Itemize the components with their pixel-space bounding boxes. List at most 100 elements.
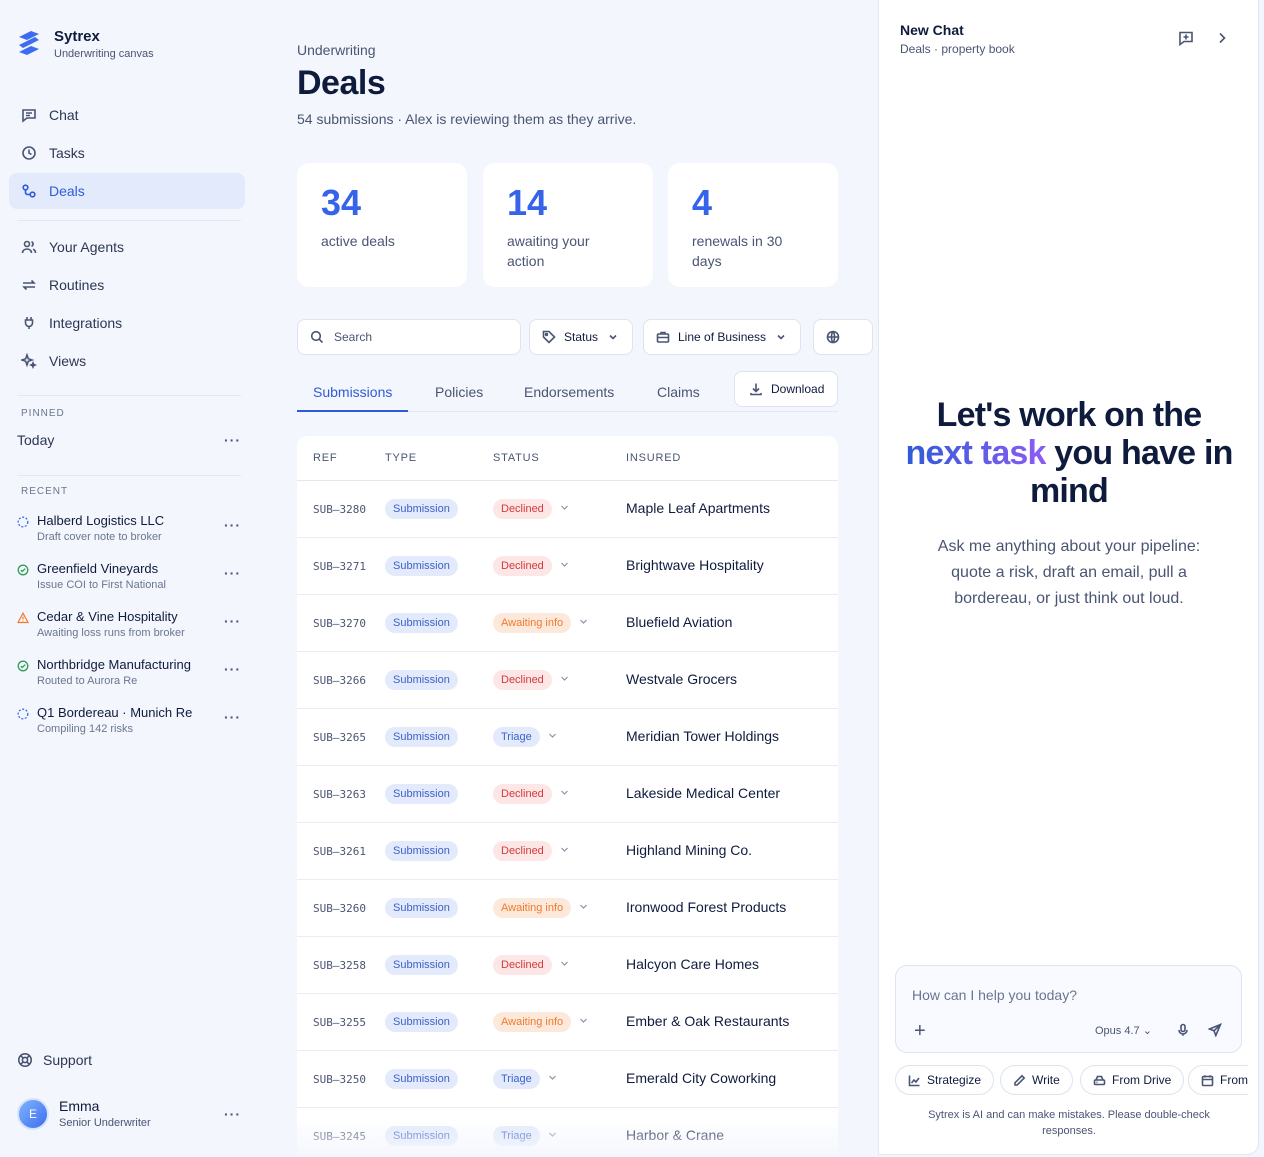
more-options-icon[interactable]: ··· bbox=[224, 613, 241, 629]
sidebar: Sytrex Underwriting canvas Chat Tasks De… bbox=[0, 0, 254, 1157]
chevron-down-icon[interactable] bbox=[560, 674, 569, 683]
sidebar-item-deals[interactable]: Deals bbox=[9, 173, 245, 209]
sidebar-item-tasks[interactable]: Tasks bbox=[9, 135, 245, 171]
cell-status: Triage bbox=[493, 1069, 626, 1089]
table-row[interactable]: SUB–3280 Submission Declined Maple Leaf Apa… bbox=[297, 481, 838, 538]
chevron-down-icon[interactable] bbox=[560, 959, 569, 968]
recent-item[interactable]: Greenfield Vineyards Issue COI to First N… bbox=[17, 561, 241, 594]
line-of-business-filter[interactable]: Line of Business bbox=[643, 319, 802, 355]
chevron-down-icon[interactable] bbox=[548, 1130, 557, 1139]
chevron-down-icon[interactable] bbox=[560, 788, 569, 797]
stat-card[interactable]: 14 awaiting your action bbox=[483, 163, 653, 287]
column-header-ref[interactable]: REF bbox=[313, 452, 338, 464]
chip-from-drive[interactable]: From Drive bbox=[1080, 1065, 1185, 1095]
chevron-down-icon[interactable] bbox=[579, 902, 588, 911]
new-chat-icon[interactable] bbox=[1178, 30, 1194, 46]
model-selector[interactable]: Opus 4.7 ⌄ bbox=[1095, 1025, 1152, 1037]
status-badge: Declined bbox=[493, 784, 552, 804]
table-row[interactable]: SUB–3261 Submission Declined Highland Minin… bbox=[297, 823, 838, 880]
check-circle-icon bbox=[17, 564, 29, 576]
table-row[interactable]: SUB–3263 Submission Declined Lakeside Medic… bbox=[297, 766, 838, 823]
send-icon[interactable] bbox=[1208, 1023, 1222, 1037]
chevron-right-icon[interactable] bbox=[1214, 30, 1230, 46]
breadcrumb: Underwriting bbox=[297, 42, 376, 58]
chevron-down-icon[interactable] bbox=[560, 560, 569, 569]
user-profile[interactable]: E Emma Senior Underwriter ··· bbox=[17, 1097, 241, 1131]
type-badge: Submission bbox=[385, 1012, 458, 1032]
sidebar-item-integrations[interactable]: Integrations bbox=[9, 305, 245, 341]
recent-item[interactable]: Northbridge Manufacturing Routed to Auror… bbox=[17, 657, 241, 690]
table-row[interactable]: SUB–3255 Submission Awaiting info Ember & O… bbox=[297, 994, 838, 1051]
search-input[interactable]: Search bbox=[297, 319, 521, 355]
chevron-down-icon[interactable] bbox=[579, 617, 588, 626]
column-header-status[interactable]: STATUS bbox=[493, 452, 540, 464]
tab-policies[interactable]: Policies bbox=[435, 384, 484, 400]
recent-item-subtitle: Issue COI to First National bbox=[37, 579, 166, 591]
sidebar-item-label: Chat bbox=[49, 107, 79, 123]
chevron-down-icon[interactable] bbox=[548, 1073, 557, 1082]
support-link[interactable]: Support bbox=[17, 1052, 92, 1068]
sidebar-item-your-agents[interactable]: Your Agents bbox=[9, 229, 245, 265]
stat-label: renewals in 30 days bbox=[692, 233, 783, 269]
microphone-icon[interactable] bbox=[1176, 1023, 1190, 1037]
more-filter[interactable] bbox=[813, 319, 873, 355]
recent-item[interactable]: Q1 Bordereau · Munich Re Compiling 142 ri… bbox=[17, 705, 241, 738]
brand[interactable]: Sytrex Underwriting canvas bbox=[16, 28, 154, 62]
table-row[interactable]: SUB–3245 Submission Triage Harbor & Crane bbox=[297, 1108, 838, 1157]
chip-write[interactable]: Write bbox=[1000, 1065, 1073, 1095]
plug-icon bbox=[24, 317, 34, 329]
tab-endorsements[interactable]: Endorsements bbox=[524, 384, 615, 400]
chat-input[interactable]: How can I help you today? bbox=[912, 987, 1077, 1003]
chevron-down-icon[interactable] bbox=[560, 503, 569, 512]
table-row[interactable]: SUB–3265 Submission Triage Meridian Tower H… bbox=[297, 709, 838, 766]
type-badge: Submission bbox=[385, 670, 458, 690]
chevron-down-icon[interactable] bbox=[579, 1016, 588, 1025]
column-header-insured[interactable]: INSURED bbox=[626, 452, 682, 464]
pinned-item-label: Today bbox=[17, 432, 55, 448]
table-row[interactable]: SUB–3270 Submission Awaiting info Bluefield… bbox=[297, 595, 838, 652]
more-options-icon[interactable]: ··· bbox=[224, 661, 241, 677]
more-options-icon[interactable]: ··· bbox=[224, 565, 241, 581]
chevron-down-icon[interactable] bbox=[548, 731, 557, 740]
column-header-type[interactable]: TYPE bbox=[385, 452, 417, 464]
table-row[interactable]: SUB–3250 Submission Triage Emerald City Cow… bbox=[297, 1051, 838, 1108]
tab-bar: Submissions Policies Endorsements Claims bbox=[297, 376, 838, 412]
chat-composer[interactable]: How can I help you today? + Opus 4.7 ⌄ bbox=[895, 965, 1242, 1053]
cell-insured: Ember & Oak Restaurants bbox=[626, 1013, 838, 1031]
chip-label: From bbox=[1220, 1073, 1248, 1087]
stat-value: 34 bbox=[321, 182, 362, 223]
sidebar-item-views[interactable]: Views bbox=[9, 343, 245, 379]
page-subtitle: 54 submissions · Alex is reviewing them … bbox=[297, 111, 637, 127]
more-options-icon[interactable]: ··· bbox=[224, 709, 241, 725]
sidebar-item-chat[interactable]: Chat bbox=[9, 97, 245, 133]
tab-claims[interactable]: Claims bbox=[657, 384, 700, 400]
add-attachment-icon[interactable]: + bbox=[914, 1020, 926, 1042]
table-row[interactable]: SUB–3266 Submission Declined Westvale Groce… bbox=[297, 652, 838, 709]
download-button[interactable]: Download bbox=[734, 371, 838, 407]
more-options-icon[interactable]: ··· bbox=[224, 1106, 241, 1122]
recent-item[interactable]: Halberd Logistics LLC Draft cover note to… bbox=[17, 513, 241, 546]
sidebar-item-label: Integrations bbox=[49, 315, 123, 331]
chip-strategize[interactable]: Strategize bbox=[895, 1065, 995, 1095]
tab-submissions[interactable]: Submissions bbox=[297, 376, 409, 412]
status-filter[interactable]: Status bbox=[529, 319, 634, 355]
recent-item-subtitle: Routed to Aurora Re bbox=[37, 675, 138, 687]
model-label: Opus 4.7 bbox=[1095, 1025, 1140, 1037]
table-row[interactable]: SUB–3271 Submission Declined Brightwave Hos… bbox=[297, 538, 838, 595]
table-row[interactable]: SUB–3258 Submission Declined Halcyon Care H… bbox=[297, 937, 838, 994]
cell-insured: Ironwood Forest Products bbox=[626, 899, 838, 917]
cell-insured: Halcyon Care Homes bbox=[626, 956, 838, 974]
more-options-icon[interactable]: ··· bbox=[224, 517, 241, 533]
search-icon bbox=[310, 330, 324, 344]
type-badge: Submission bbox=[385, 1126, 458, 1146]
stat-card[interactable]: 34 active deals bbox=[297, 163, 467, 287]
table-row[interactable]: SUB–3260 Submission Awaiting info Ironwood … bbox=[297, 880, 838, 937]
stat-card[interactable]: 4 renewals in 30 days bbox=[668, 163, 838, 287]
chevron-down-icon[interactable] bbox=[560, 845, 569, 854]
more-options-icon[interactable]: ··· bbox=[224, 432, 241, 448]
recent-item[interactable]: Cedar & Vine Hospitality Awaiting loss ru… bbox=[17, 609, 241, 642]
sidebar-item-routines[interactable]: Routines bbox=[9, 267, 245, 303]
chip-from[interactable]: From bbox=[1188, 1065, 1248, 1095]
type-badge: Submission bbox=[385, 898, 458, 918]
pinned-item-today[interactable]: Today ··· bbox=[17, 432, 241, 448]
